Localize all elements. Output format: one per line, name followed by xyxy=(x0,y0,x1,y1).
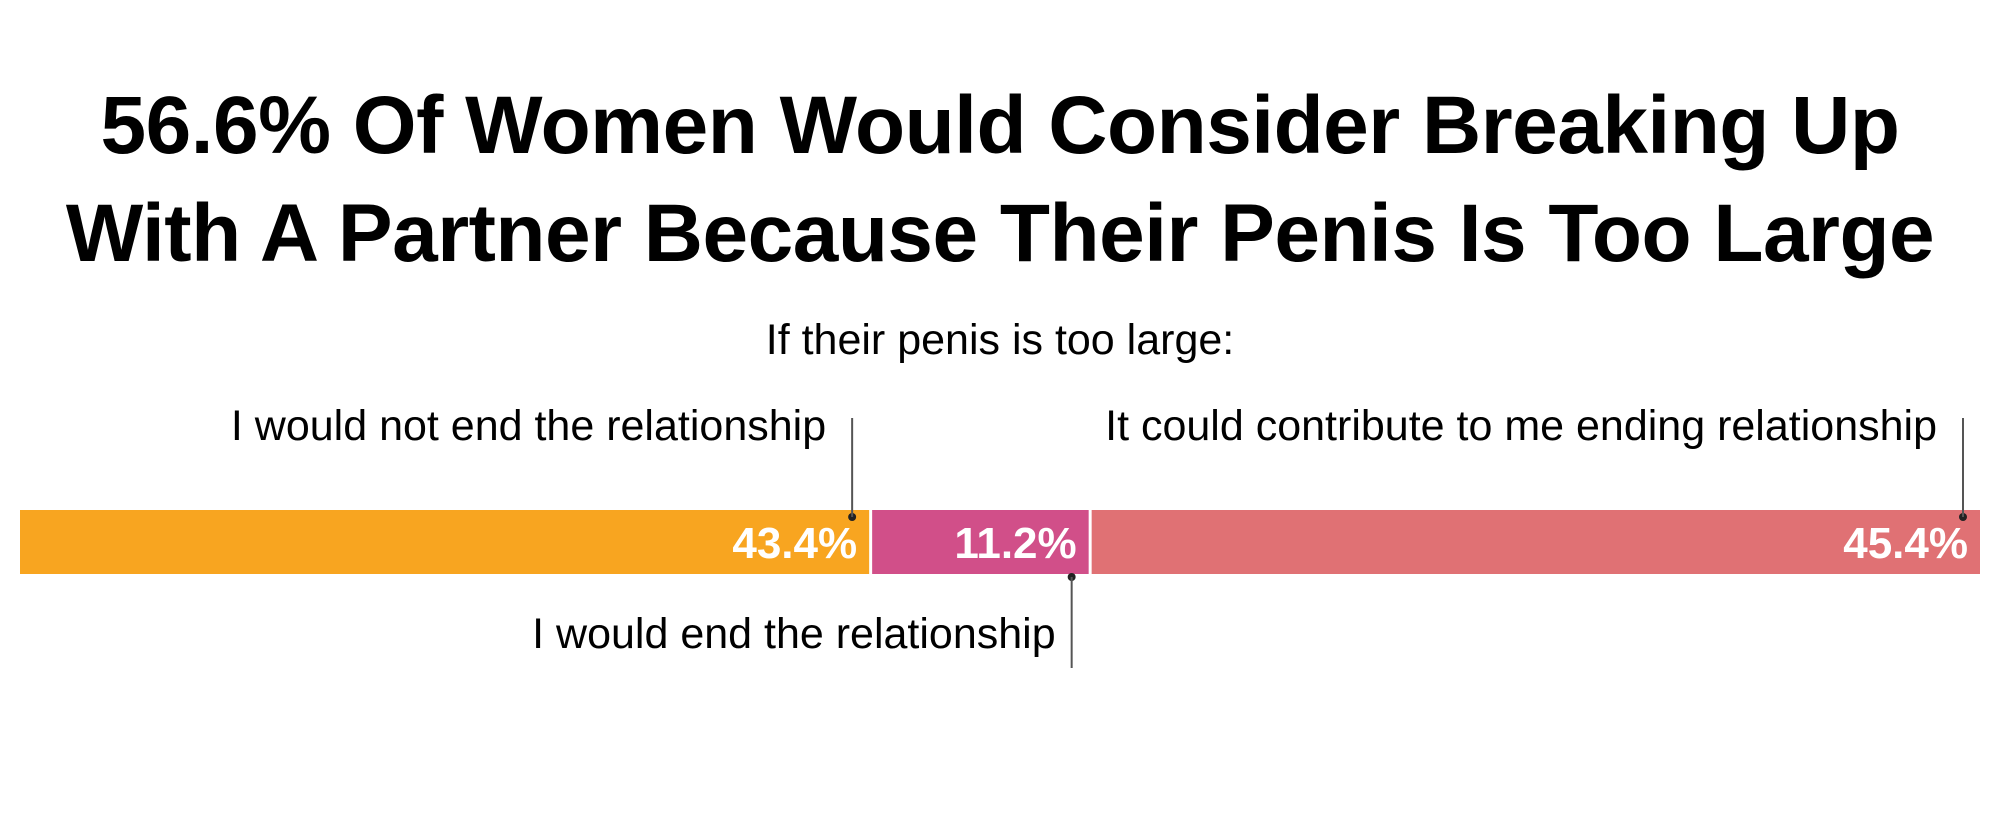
chart-title: 56.6% Of Women Would Consider Breaking U… xyxy=(0,72,2000,288)
data-label-i-would-end-the-relationship: 11.2% xyxy=(954,519,1076,568)
bar-segment-i-would-not-end-the-relationship xyxy=(20,510,870,574)
chart-title-line-1: 56.6% Of Women Would Consider Breaking U… xyxy=(100,80,1900,171)
category-label-i-would-not-end-the-relationship: I would not end the relationship xyxy=(231,402,826,450)
category-label-i-would-end-the-relationship: I would end the relationship xyxy=(532,610,1056,658)
data-label-i-would-not-end-the-relationship: 43.4% xyxy=(732,519,857,568)
bar-segment-i-would-end-the-relationship xyxy=(872,510,1089,574)
bar-segment-it-could-contribute-to-me-ending-relationship xyxy=(1091,510,1980,574)
chart-title-line-2: With A Partner Because Their Penis Is To… xyxy=(65,188,1935,279)
data-label-it-could-contribute-to-me-ending-relationship: 45.4% xyxy=(1843,519,1968,568)
chart-subtitle: If their penis is too large: xyxy=(765,316,1235,364)
category-label-it-could-contribute-to-me-ending-relationship: It could contribute to me ending relatio… xyxy=(1105,402,1937,450)
